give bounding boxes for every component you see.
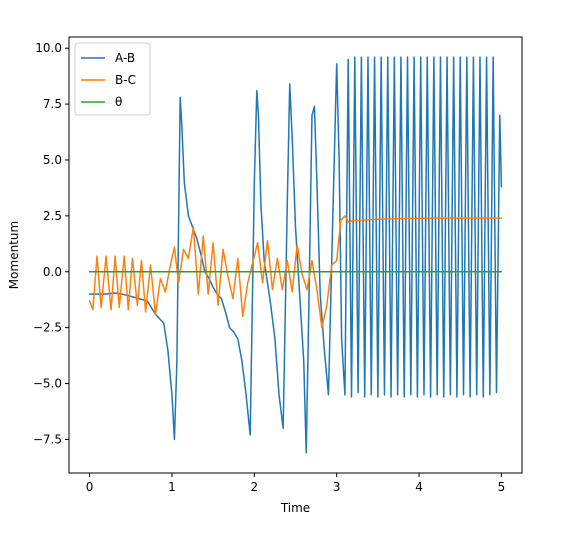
series-line-b-c [88, 215, 503, 329]
legend-label-theta: θ [115, 95, 122, 109]
y-axis-ticks: −7.5 −5.0 −2.5 0.0 2.5 5.0 7.5 10.0 [33, 41, 69, 446]
y-tick-label: 2.5 [43, 209, 62, 223]
legend-box [74, 42, 151, 116]
legend-label-a-b: A-B [115, 51, 135, 65]
y-tick-label: −7.5 [33, 432, 62, 446]
plot-frame [68, 36, 523, 474]
x-tick-label: 3 [333, 480, 341, 494]
x-axis-label: Time [280, 501, 310, 515]
y-tick-label: −5.0 [33, 377, 62, 391]
y-tick-label: −2.5 [33, 321, 62, 335]
legend: A-B B-C θ [74, 42, 151, 116]
series-line-a-b [88, 56, 503, 454]
y-tick-label: 0.0 [43, 265, 62, 279]
x-tick-label: 5 [498, 480, 506, 494]
legend-label-b-c: B-C [115, 73, 136, 87]
x-tick-label: 2 [250, 480, 258, 494]
y-tick-label: 10.0 [35, 41, 62, 55]
series-lines [88, 56, 503, 454]
x-tick-label: 1 [168, 480, 176, 494]
y-tick-label: 5.0 [43, 153, 62, 167]
y-axis-label: Momentum [7, 221, 21, 289]
y-tick-label: 7.5 [43, 97, 62, 111]
x-axis-ticks: 0 1 2 3 4 5 [86, 473, 505, 494]
x-tick-label: 4 [415, 480, 423, 494]
x-tick-label: 0 [86, 480, 94, 494]
